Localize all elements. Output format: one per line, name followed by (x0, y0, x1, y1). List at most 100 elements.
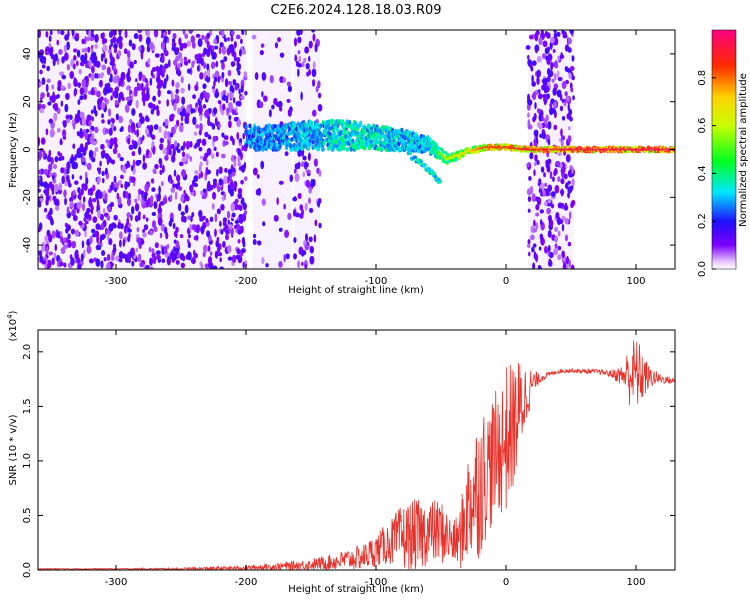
noise-speckle (221, 71, 225, 79)
noise-speckle (63, 189, 67, 198)
noise-speckle (237, 229, 242, 235)
noise-speckle (51, 95, 56, 104)
noise-speckle (139, 190, 145, 195)
spectrogram-y-tick-label: -20 (22, 189, 33, 205)
noise-speckle (72, 63, 76, 70)
noise-speckle (84, 36, 87, 45)
noise-speckle (86, 207, 91, 213)
signal-trace-cell (397, 141, 401, 147)
signal-trace-cell (344, 134, 348, 140)
signal-trace-cell (404, 141, 408, 147)
noise-speckle (148, 266, 154, 269)
noise-speckle (154, 53, 160, 58)
noise-speckle (527, 119, 531, 128)
noise-speckle (210, 153, 215, 159)
noise-speckle (227, 168, 232, 176)
noise-speckle (206, 169, 211, 175)
noise-speckle (209, 251, 213, 256)
noise-speckle (144, 128, 149, 135)
noise-speckle (561, 115, 566, 121)
noise-speckle (219, 42, 224, 48)
noise-speckle (569, 82, 573, 89)
noise-speckle (223, 37, 228, 42)
noise-speckle (171, 42, 177, 48)
noise-speckle (552, 176, 555, 183)
noise-speckle (567, 126, 571, 131)
noise-speckle (218, 178, 223, 186)
noise-speckle (312, 61, 316, 70)
noise-speckle (174, 191, 178, 200)
noise-speckle (226, 245, 232, 254)
snr-plot-area (38, 330, 675, 570)
noise-speckle (206, 32, 211, 39)
snr-x-tick-label: 100 (626, 577, 645, 588)
noise-speckle (230, 30, 235, 36)
noise-speckle (205, 218, 209, 223)
signal-trace-cell (253, 125, 257, 131)
noise-speckle (138, 74, 142, 82)
signal-trace-cell (249, 143, 253, 149)
noise-speckle (86, 245, 92, 254)
noise-speckle (63, 166, 67, 175)
noise-speckle (527, 208, 531, 213)
noise-speckle (58, 182, 62, 191)
noise-speckle (215, 151, 219, 158)
noise-speckle (238, 63, 241, 71)
noise-speckle (228, 115, 232, 121)
spectrogram-y-tick-label: -40 (22, 237, 33, 253)
noise-speckle (60, 247, 66, 255)
noise-speckle (233, 160, 237, 168)
noise-speckle (254, 72, 259, 81)
noise-speckle (91, 30, 94, 34)
noise-speckle (186, 40, 192, 47)
noise-speckle (284, 229, 290, 239)
noise-speckle (91, 156, 96, 163)
noise-speckle (124, 225, 127, 234)
noise-speckle (556, 70, 560, 78)
noise-speckle (204, 131, 209, 138)
noise-speckle (117, 35, 123, 42)
signal-trace-cell (311, 139, 315, 145)
noise-speckle (187, 251, 192, 261)
noise-speckle (553, 124, 558, 131)
noise-speckle (532, 262, 536, 269)
noise-speckle (543, 201, 548, 207)
noise-speckle (53, 112, 58, 122)
noise-speckle (102, 44, 108, 53)
noise-speckle (112, 243, 116, 248)
noise-speckle (175, 88, 179, 94)
noise-speckle (546, 75, 551, 83)
noise-speckle (189, 184, 193, 193)
spectrogram-x-tick-label: -200 (235, 276, 258, 287)
noise-speckle (51, 84, 55, 90)
noise-speckle (112, 36, 117, 44)
noise-speckle (173, 169, 177, 177)
noise-speckle (118, 40, 123, 50)
noise-speckle (182, 42, 188, 49)
noise-speckle (536, 55, 542, 63)
noise-speckle (178, 186, 183, 191)
noise-speckle (79, 175, 83, 180)
noise-speckle (302, 155, 307, 161)
signal-trace-cell (345, 146, 349, 152)
noise-speckle (531, 60, 537, 66)
noise-speckle (534, 161, 537, 167)
signal-trace-cell (278, 143, 282, 149)
noise-speckle (231, 86, 235, 94)
noise-speckle (525, 45, 531, 50)
noise-speckle (156, 194, 159, 203)
signal-trace-cell (300, 146, 304, 152)
signal-trace-cell (327, 119, 331, 125)
noise-speckle (214, 250, 219, 259)
noise-speckle (155, 250, 161, 255)
noise-speckle (184, 115, 188, 124)
noise-speckle (535, 30, 540, 36)
noise-speckle (564, 182, 569, 190)
noise-speckle (100, 102, 106, 110)
noise-speckle (202, 52, 205, 58)
noise-speckle (94, 230, 100, 238)
noise-speckle (567, 37, 572, 45)
noise-speckle (169, 132, 174, 138)
colorbar: 0.0 0.2 0.4 0.6 0.8 Normalized spectral ampl… (697, 29, 749, 277)
noise-speckle (86, 30, 89, 35)
